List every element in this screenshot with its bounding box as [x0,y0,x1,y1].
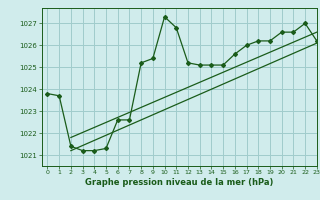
X-axis label: Graphe pression niveau de la mer (hPa): Graphe pression niveau de la mer (hPa) [85,178,273,187]
